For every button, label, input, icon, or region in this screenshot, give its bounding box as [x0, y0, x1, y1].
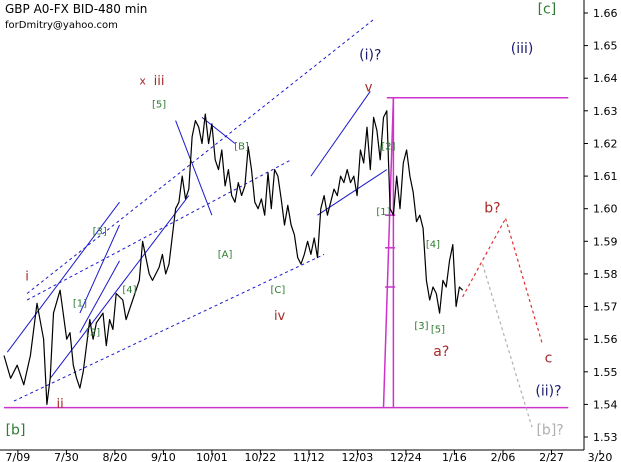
x-tick-label: 7/09 — [6, 451, 31, 462]
price-series-layer — [3, 110, 464, 405]
x-tick-label: 7/30 — [54, 451, 79, 462]
x-tick-label: 9/10 — [151, 451, 176, 462]
wave-label: b? — [484, 201, 500, 217]
channel-line — [310, 91, 371, 177]
wave-label: iv — [274, 309, 286, 324]
wave-label: i — [25, 270, 29, 285]
target-line — [382, 97, 395, 408]
channel-line — [79, 260, 120, 333]
wave-label: [b] — [6, 423, 26, 439]
wave-label: iii — [154, 74, 165, 89]
y-tick-label: 1.55 — [593, 366, 618, 379]
x-tick-label: 1/16 — [442, 451, 467, 462]
channel-line — [79, 224, 120, 314]
y-tick-label: 1.53 — [593, 431, 618, 444]
wave-label: [2] — [381, 142, 395, 153]
channel-line — [26, 159, 292, 301]
wave-label: ii — [56, 397, 63, 412]
forecast-layer — [462, 218, 543, 428]
wave-labels-layer: [c](iii)(i)?vx iii[5][B] [2][3][1][4][4][A… — [6, 2, 564, 439]
x-tick-label: 12/24 — [390, 451, 422, 462]
y-tick-label: 1.60 — [593, 203, 618, 216]
channel-line — [13, 253, 325, 402]
forecast-segment — [462, 254, 487, 298]
wave-label: [4] — [426, 240, 440, 251]
x-tick-label: 10/22 — [245, 451, 277, 462]
y-tick-label: 1.63 — [593, 105, 618, 118]
forecast-segment — [485, 218, 507, 255]
y-tick-label: 1.56 — [593, 333, 618, 346]
wave-label: a? — [433, 344, 449, 360]
price-line — [3, 110, 464, 405]
wave-label: [A] — [218, 249, 233, 260]
wave-label: [2] — [86, 328, 100, 339]
y-tick-label: 1.57 — [593, 301, 618, 314]
channel-line — [6, 201, 120, 353]
y-tick-label: 1.65 — [593, 40, 618, 53]
x-tick-label: 11/12 — [293, 451, 325, 462]
wave-label: [5] — [152, 99, 166, 110]
wave-label: [b]? — [536, 423, 563, 439]
wave-label: [3] — [93, 227, 107, 238]
forecast-segment — [505, 218, 543, 343]
y-tick-label: 1.62 — [593, 138, 618, 151]
y-tick-label: 1.61 — [593, 170, 618, 183]
x-tick-label: 2/27 — [539, 451, 564, 462]
wave-label: c — [545, 351, 553, 367]
y-tick-label: 1.59 — [593, 235, 618, 248]
x-tick-label: 10/01 — [196, 451, 228, 462]
wave-label: x — [139, 75, 146, 88]
channel-line — [175, 120, 213, 216]
wave-label: [4] — [122, 285, 136, 296]
wave-label: [3] — [414, 321, 428, 332]
y-tick-label: 1.58 — [593, 268, 618, 281]
x-tick-label: 3/20 — [588, 451, 613, 462]
wave-label: [1] — [376, 207, 390, 218]
wave-label: (iii) — [511, 41, 534, 57]
chart-author: forDmitry@yahoo.com — [5, 20, 118, 31]
chart-title: GBP A0-FX BID-480 min — [5, 2, 148, 16]
x-tick-label: 12/03 — [342, 451, 374, 462]
y-tick-label: 1.64 — [593, 72, 618, 85]
channel-line — [201, 117, 236, 144]
wave-label: (ii)? — [535, 383, 561, 399]
wave-label: [C] — [271, 285, 286, 296]
x-tick-label: 2/06 — [491, 451, 516, 462]
x-tick-label: 8/20 — [103, 451, 128, 462]
y-tick-label: 1.54 — [593, 398, 618, 411]
wave-label: [B] — [234, 142, 249, 153]
wave-label: v — [365, 81, 373, 96]
wave-label: [c] — [538, 2, 557, 18]
wave-label: (i)? — [359, 47, 381, 63]
forecast-alt-segment — [481, 263, 533, 428]
y-tick-label: 1.66 — [593, 7, 618, 20]
wave-label: [5] — [431, 324, 445, 335]
channel-line — [26, 19, 374, 294]
wave-label: [1] — [73, 298, 87, 309]
